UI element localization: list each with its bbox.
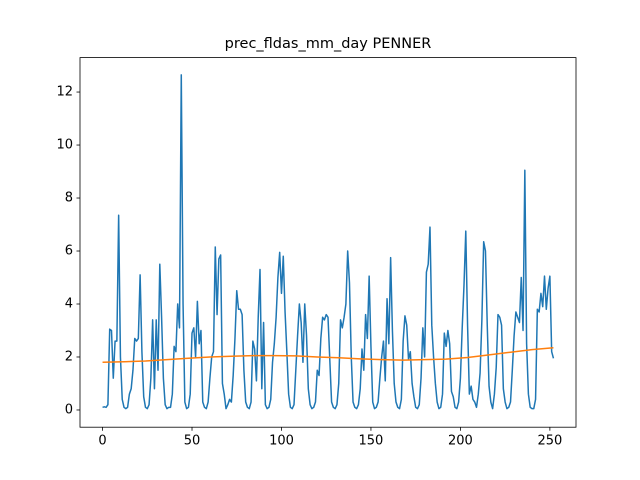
x-tick-label: 200 — [448, 434, 473, 449]
y-tick-label: 0 — [65, 402, 73, 417]
y-tick-label: 4 — [65, 297, 73, 312]
y-tick-label: 12 — [56, 85, 73, 100]
x-tick-label: 250 — [537, 434, 562, 449]
x-tick-label: 0 — [98, 434, 106, 449]
x-tick-label: 100 — [269, 434, 294, 449]
y-tick-label: 2 — [65, 349, 73, 364]
y-tick-label: 6 — [65, 244, 73, 259]
x-tick-label: 150 — [359, 434, 384, 449]
y-tick-label: 10 — [56, 138, 73, 153]
x-tick-label: 50 — [184, 434, 201, 449]
line-series — [102, 74, 555, 410]
line-series — [102, 346, 554, 364]
y-tick-label: 8 — [65, 191, 73, 206]
axes-frame — [79, 57, 577, 428]
chart-title: prec_fldas_mm_day PENNER — [225, 36, 432, 52]
